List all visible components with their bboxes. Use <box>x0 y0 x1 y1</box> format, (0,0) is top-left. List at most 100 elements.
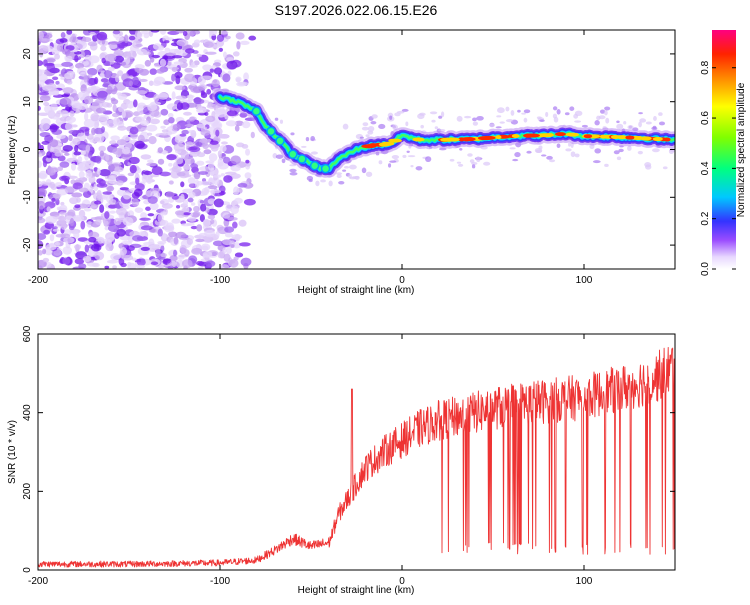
scatter-blob <box>594 120 600 126</box>
scatter-blob <box>348 164 357 170</box>
noise-blob <box>128 156 140 165</box>
y-tick-label: 200 <box>22 483 33 500</box>
scatter-blob <box>310 136 315 141</box>
noise-blob <box>184 67 194 73</box>
y-tick-label: 0 <box>22 567 33 573</box>
scatter-blob <box>538 145 543 150</box>
noise-blob <box>54 53 60 60</box>
scatter-blob <box>512 158 519 162</box>
noise-blob <box>228 259 239 268</box>
scatter-blob <box>361 126 369 131</box>
scatter-blob <box>556 108 561 115</box>
noise-blob <box>147 213 155 217</box>
noise-blob <box>230 164 241 172</box>
noise-blob <box>91 127 96 136</box>
scatter-blob <box>464 115 472 119</box>
noise-blob <box>137 31 142 40</box>
scatter-blob <box>281 158 286 164</box>
noise-blob <box>168 231 178 238</box>
scatter-blob <box>523 109 531 114</box>
noise-blob <box>46 151 52 159</box>
noise-blob <box>237 81 249 86</box>
noise-blob <box>69 197 79 205</box>
noise-blob <box>215 231 220 239</box>
noise-blob <box>59 97 72 105</box>
noise-blob <box>163 40 170 44</box>
noise-blob <box>201 245 209 251</box>
noise-blob <box>132 76 139 86</box>
noise-blob <box>237 182 248 188</box>
spectrogram-x-label: Height of straight line (km) <box>298 285 415 296</box>
noise-blob <box>211 79 220 88</box>
scatter-blob <box>552 106 558 111</box>
scatter-blob <box>438 115 443 119</box>
snr-frame <box>37 333 676 571</box>
noise-blob <box>213 174 222 179</box>
noise-blob <box>168 162 173 167</box>
noise-blob <box>69 110 75 117</box>
noise-blob <box>74 216 81 222</box>
scatter-blob <box>495 126 502 129</box>
noise-blob <box>74 244 82 250</box>
scatter-blob <box>310 151 318 155</box>
scatter-blob <box>420 124 424 129</box>
noise-blob <box>196 123 206 129</box>
noise-blob <box>200 129 211 136</box>
noise-blob <box>245 148 251 156</box>
noise-blob <box>107 66 115 72</box>
noise-blob <box>172 123 181 131</box>
noise-blob <box>169 255 178 262</box>
noise-blob <box>182 31 188 37</box>
noise-blob <box>151 166 163 175</box>
noise-blob <box>220 173 226 177</box>
scatter-blob <box>526 150 532 154</box>
noise-blob <box>52 91 60 96</box>
scatter-blob <box>359 136 364 139</box>
noise-blob <box>116 180 124 186</box>
noise-blob <box>60 223 67 230</box>
noise-blob <box>224 232 233 238</box>
noise-blob <box>144 91 157 98</box>
noise-blob <box>109 41 119 45</box>
noise-blob <box>79 150 87 156</box>
noise-blob <box>173 249 178 257</box>
noise-blob <box>133 188 143 197</box>
noise-blob <box>201 181 211 186</box>
scatter-blob <box>274 117 279 121</box>
noise-blob <box>38 60 44 67</box>
noise-blob <box>222 247 227 254</box>
noise-blob <box>131 198 140 207</box>
scatter-blob <box>545 111 549 117</box>
noise-blob <box>38 173 47 179</box>
noise-blob <box>163 119 170 126</box>
noise-blob <box>202 218 211 228</box>
noise-blob <box>134 116 145 122</box>
noise-blob <box>146 124 158 132</box>
scatter-blob <box>457 163 464 167</box>
scatter-blob <box>552 113 558 119</box>
x-tick-label: -200 <box>28 576 48 587</box>
noise-blob <box>88 236 97 243</box>
noise-blob <box>88 151 93 159</box>
x-tick-label: -100 <box>210 576 230 587</box>
noise-blob <box>207 185 218 190</box>
noise-blob <box>212 240 224 247</box>
y-tick-label: 10 <box>22 96 33 108</box>
colorbar-gradient <box>712 30 736 269</box>
scatter-blob <box>539 119 545 122</box>
noise-blob <box>96 64 103 73</box>
ridge-peak <box>511 133 520 138</box>
noise-blob <box>38 112 49 116</box>
noise-blob <box>39 95 51 102</box>
noise-blob <box>116 228 126 237</box>
noise-blob <box>148 80 154 86</box>
colorbar-tick-label: 0.2 <box>700 211 711 225</box>
noise-blob <box>56 206 62 211</box>
noise-blob <box>250 131 255 139</box>
noise-blob <box>78 187 89 193</box>
noise-blob <box>102 191 113 195</box>
noise-blob <box>243 72 249 81</box>
noise-blob <box>62 87 74 94</box>
noise-blob <box>210 145 219 152</box>
scatter-blob <box>305 137 310 142</box>
